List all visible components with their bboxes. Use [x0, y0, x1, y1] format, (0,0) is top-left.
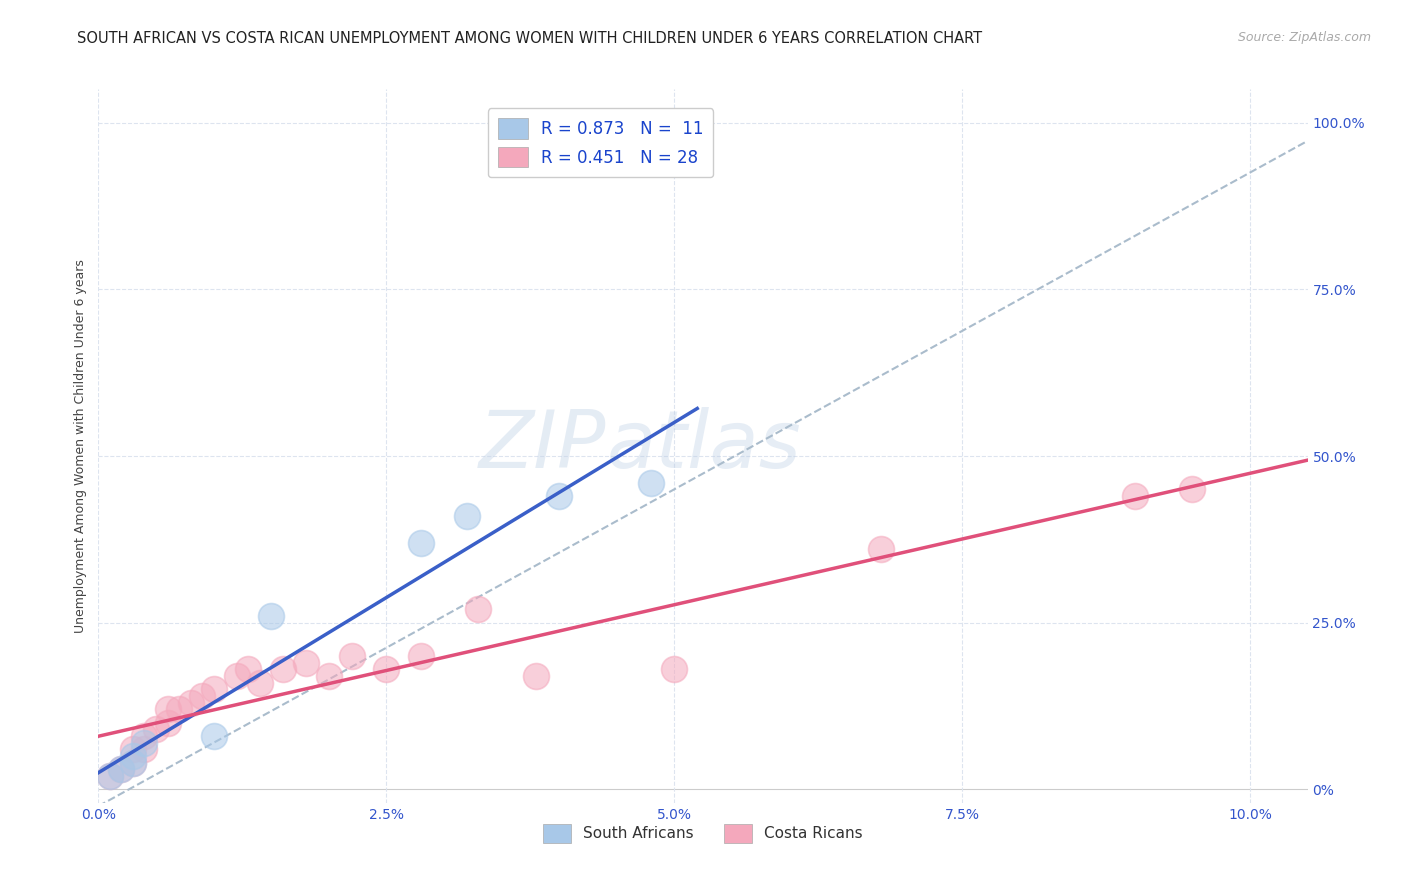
Point	[340, 649, 363, 664]
Point	[548, 489, 571, 503]
Point	[271, 662, 294, 676]
Point	[409, 649, 432, 664]
Point	[870, 542, 893, 557]
Point	[98, 769, 121, 783]
Point	[375, 662, 398, 676]
Point	[249, 675, 271, 690]
Point	[524, 669, 547, 683]
Point	[156, 715, 179, 730]
Point	[202, 682, 225, 697]
Legend: South Africans, Costa Ricans: South Africans, Costa Ricans	[537, 818, 869, 848]
Point	[134, 736, 156, 750]
Point	[202, 729, 225, 743]
Point	[456, 509, 478, 524]
Point	[122, 749, 145, 764]
Point	[122, 756, 145, 770]
Point	[664, 662, 686, 676]
Point	[294, 656, 316, 670]
Point	[467, 602, 489, 616]
Point	[122, 742, 145, 756]
Text: ZIP: ZIP	[479, 407, 606, 485]
Point	[134, 742, 156, 756]
Point	[1123, 489, 1146, 503]
Point	[122, 756, 145, 770]
Point	[191, 689, 214, 703]
Point	[1181, 483, 1204, 497]
Point	[134, 729, 156, 743]
Point	[225, 669, 247, 683]
Point	[640, 475, 662, 490]
Point	[180, 696, 202, 710]
Point	[409, 535, 432, 549]
Point	[318, 669, 340, 683]
Point	[110, 763, 132, 777]
Point	[145, 723, 167, 737]
Point	[156, 702, 179, 716]
Text: SOUTH AFRICAN VS COSTA RICAN UNEMPLOYMENT AMONG WOMEN WITH CHILDREN UNDER 6 YEAR: SOUTH AFRICAN VS COSTA RICAN UNEMPLOYMEN…	[77, 31, 983, 46]
Text: Source: ZipAtlas.com: Source: ZipAtlas.com	[1237, 31, 1371, 45]
Point	[110, 763, 132, 777]
Point	[167, 702, 190, 716]
Point	[98, 769, 121, 783]
Text: atlas: atlas	[606, 407, 801, 485]
Point	[260, 609, 283, 624]
Y-axis label: Unemployment Among Women with Children Under 6 years: Unemployment Among Women with Children U…	[75, 259, 87, 633]
Point	[236, 662, 259, 676]
